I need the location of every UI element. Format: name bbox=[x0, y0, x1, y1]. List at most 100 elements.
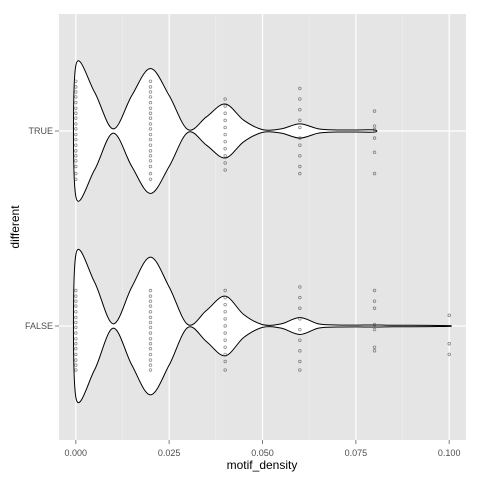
data-point bbox=[74, 149, 78, 153]
data-point bbox=[148, 122, 153, 126]
data-point bbox=[223, 154, 227, 158]
data-point bbox=[223, 104, 227, 108]
data-point bbox=[74, 79, 78, 83]
data-point bbox=[74, 164, 78, 169]
data-point bbox=[372, 299, 377, 303]
data-point bbox=[223, 132, 227, 137]
x-tick-label: 0.100 bbox=[438, 448, 461, 458]
data-point bbox=[298, 118, 302, 123]
data-point bbox=[223, 147, 227, 151]
data-point bbox=[74, 127, 78, 131]
data-point bbox=[223, 118, 227, 123]
data-point bbox=[74, 171, 78, 176]
data-point bbox=[223, 125, 227, 130]
data-point bbox=[148, 159, 153, 163]
data-point bbox=[223, 111, 227, 115]
data-point bbox=[223, 161, 227, 165]
x-tick-label: 0.050 bbox=[251, 448, 274, 458]
data-point bbox=[74, 320, 78, 325]
data-point bbox=[223, 317, 227, 321]
data-point bbox=[447, 352, 451, 357]
data-point bbox=[148, 363, 153, 367]
data-point bbox=[74, 368, 78, 372]
data-point bbox=[223, 345, 227, 349]
data-point bbox=[298, 317, 302, 321]
data-point bbox=[223, 368, 227, 372]
data-point bbox=[372, 288, 377, 293]
data-point bbox=[74, 337, 78, 341]
data-point bbox=[74, 310, 78, 314]
data-point bbox=[372, 124, 377, 128]
data-point bbox=[148, 347, 153, 351]
data-point bbox=[74, 352, 78, 357]
data-point bbox=[372, 306, 377, 310]
data-point bbox=[447, 342, 451, 346]
data-point bbox=[148, 299, 153, 303]
data-point bbox=[148, 325, 153, 330]
data-point bbox=[298, 86, 302, 91]
data-point bbox=[148, 352, 153, 357]
data-point bbox=[298, 295, 302, 300]
data-point bbox=[74, 288, 78, 293]
data-point bbox=[148, 294, 153, 298]
data-points bbox=[74, 79, 451, 372]
data-point bbox=[223, 338, 227, 342]
data-point bbox=[148, 358, 153, 362]
data-point bbox=[148, 304, 153, 308]
y-tick-label: FALSE bbox=[25, 321, 53, 331]
data-point bbox=[148, 368, 153, 372]
data-point bbox=[74, 331, 78, 335]
data-point bbox=[372, 349, 377, 353]
violin-false bbox=[72, 248, 453, 404]
data-point bbox=[372, 322, 377, 327]
data-point bbox=[298, 97, 302, 101]
data-point bbox=[74, 358, 78, 362]
data-point bbox=[372, 150, 377, 154]
data-point bbox=[298, 171, 302, 176]
data-point bbox=[148, 127, 153, 131]
data-point bbox=[298, 349, 302, 353]
data-point bbox=[372, 136, 377, 140]
data-point bbox=[74, 85, 78, 89]
data-point bbox=[223, 310, 227, 314]
data-point bbox=[372, 345, 377, 349]
data-point bbox=[74, 132, 78, 137]
data-point bbox=[372, 127, 377, 132]
data-point bbox=[148, 171, 153, 176]
x-tick-label: 0.075 bbox=[345, 448, 368, 458]
data-point bbox=[74, 116, 78, 120]
data-point bbox=[74, 363, 78, 367]
data-point bbox=[74, 137, 78, 142]
data-point bbox=[223, 139, 227, 144]
data-point bbox=[372, 327, 377, 332]
data-point bbox=[298, 338, 302, 342]
data-point bbox=[148, 116, 153, 120]
data-point bbox=[223, 168, 227, 172]
data-point bbox=[148, 79, 153, 83]
data-point bbox=[223, 303, 227, 307]
data-point bbox=[223, 288, 227, 293]
data-point bbox=[148, 288, 153, 293]
data-point bbox=[74, 90, 78, 94]
data-point bbox=[74, 342, 78, 346]
data-point bbox=[148, 149, 153, 153]
data-point bbox=[223, 359, 227, 364]
data-point bbox=[148, 85, 153, 89]
data-point bbox=[447, 313, 451, 318]
data-point bbox=[74, 347, 78, 351]
data-point bbox=[223, 97, 227, 101]
data-point bbox=[148, 331, 153, 335]
data-point bbox=[298, 164, 302, 169]
data-point bbox=[148, 132, 153, 137]
data-point bbox=[74, 122, 78, 126]
data-point bbox=[74, 325, 78, 330]
data-point bbox=[298, 327, 302, 332]
data-point bbox=[298, 359, 302, 364]
data-point bbox=[298, 136, 302, 140]
data-point bbox=[74, 294, 78, 298]
data-point bbox=[74, 143, 78, 147]
data-point bbox=[74, 100, 78, 105]
data-point bbox=[74, 106, 78, 110]
data-point bbox=[223, 352, 227, 357]
